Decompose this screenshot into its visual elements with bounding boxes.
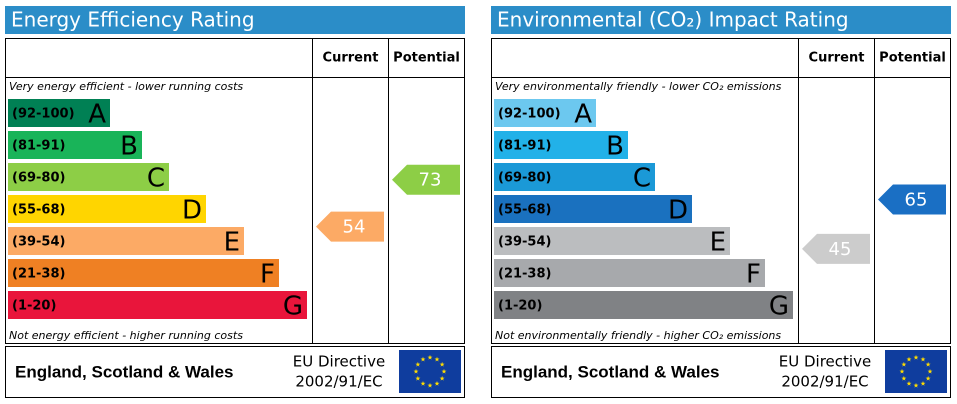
eu-flag-star: [420, 356, 426, 362]
rating-value: 45: [829, 239, 852, 260]
band: [494, 227, 730, 255]
band-range: (55-68): [498, 203, 551, 218]
title-bar: [491, 6, 951, 34]
eu-flag-star: [427, 382, 433, 388]
band-letter: F: [746, 260, 761, 290]
column-header: Current: [809, 51, 865, 66]
band-range: (81-91): [498, 139, 551, 154]
rating-value: 54: [343, 217, 366, 238]
band-letter: G: [283, 292, 303, 322]
rating-arrow: [392, 164, 460, 195]
rating-value: 65: [905, 189, 928, 210]
eu-flag-star: [899, 368, 905, 374]
eu-flag-star: [901, 375, 907, 381]
band-range: (55-68): [12, 203, 65, 218]
band-range: (1-20): [12, 299, 56, 314]
band-letter: D: [182, 196, 202, 226]
bottom-note: Not energy efficient - higher running co…: [9, 329, 243, 342]
band-range: (21-38): [498, 267, 551, 282]
band: [8, 259, 279, 287]
band-range: (69-80): [498, 171, 551, 186]
band-range: (39-54): [12, 235, 65, 250]
band: [8, 291, 307, 319]
eu-flag-star: [925, 375, 931, 381]
band-letter: D: [668, 196, 688, 226]
eu-flag-star: [920, 381, 926, 386]
chart-title: Environmental (CO₂) Impact Rating: [497, 8, 849, 32]
eu-flag-star: [441, 368, 447, 374]
band-range: (39-54): [498, 235, 551, 250]
eu-flag-star: [413, 368, 419, 374]
band: [8, 227, 244, 255]
band-letter: A: [88, 100, 106, 130]
footer-directive: 2002/91/EC: [781, 373, 868, 391]
band-range: (69-80): [12, 171, 65, 186]
band: [8, 163, 169, 191]
band: [8, 99, 110, 127]
band-letter: B: [120, 132, 138, 162]
rating-arrow: [802, 233, 870, 264]
band: [494, 291, 793, 319]
column-header: Potential: [879, 51, 946, 66]
band: [494, 195, 692, 223]
band-letter: E: [710, 228, 726, 258]
eu-flag-star: [420, 381, 426, 386]
eu-flag-star: [906, 356, 912, 362]
band-range: (21-38): [12, 267, 65, 282]
eu-flag: [885, 350, 947, 393]
eu-flag-star: [434, 381, 440, 386]
chart-title: Energy Efficiency Rating: [11, 8, 255, 32]
band: [8, 131, 142, 159]
eu-flag-star: [920, 356, 926, 362]
rating-arrow: [316, 211, 384, 242]
footer-directive: EU Directive: [779, 353, 871, 371]
band-letter: F: [260, 260, 275, 290]
rating-value: 73: [419, 170, 442, 191]
band-letter: G: [769, 292, 789, 322]
footer-region: England, Scotland & Wales: [501, 362, 720, 381]
band: [8, 195, 206, 223]
band: [494, 163, 655, 191]
band-letter: B: [606, 132, 624, 162]
eu-flag-star: [906, 381, 912, 386]
eu-flag-star: [925, 361, 931, 367]
footer-box: [5, 346, 465, 398]
rating-arrow: [878, 184, 946, 215]
band-letter: C: [633, 164, 651, 194]
top-note: Very energy efficient - lower running co…: [9, 80, 243, 93]
eu-flag-star: [439, 361, 445, 367]
eu-flag-star: [415, 361, 421, 367]
bottom-note: Not environmentally friendly - higher CO…: [495, 329, 781, 342]
band-letter: E: [224, 228, 240, 258]
top-note: Very environmentally friendly - lower CO…: [495, 80, 782, 93]
band: [494, 99, 596, 127]
band: [494, 259, 765, 287]
band-range: (81-91): [12, 139, 65, 154]
eu-flag-star: [913, 354, 919, 360]
column-header: Potential: [393, 51, 460, 66]
footer-region: England, Scotland & Wales: [15, 362, 234, 381]
eu-flag-star: [415, 375, 421, 381]
eu-flag: [399, 350, 461, 393]
eu-flag-star: [434, 356, 440, 362]
eu-flag-star: [901, 361, 907, 367]
band-letter: C: [147, 164, 165, 194]
column-header: Current: [323, 51, 379, 66]
band-range: (92-100): [498, 107, 561, 122]
eu-flag-star: [927, 368, 933, 374]
band-letter: A: [574, 100, 592, 130]
footer-box: [491, 346, 951, 398]
footer-directive: EU Directive: [293, 353, 385, 371]
eu-flag-star: [427, 354, 433, 360]
footer-directive: 2002/91/EC: [295, 373, 382, 391]
eu-flag-star: [913, 382, 919, 388]
band-range: (92-100): [12, 107, 75, 122]
eu-flag-star: [439, 375, 445, 381]
band: [494, 131, 628, 159]
title-bar: [5, 6, 465, 34]
band-range: (1-20): [498, 299, 542, 314]
